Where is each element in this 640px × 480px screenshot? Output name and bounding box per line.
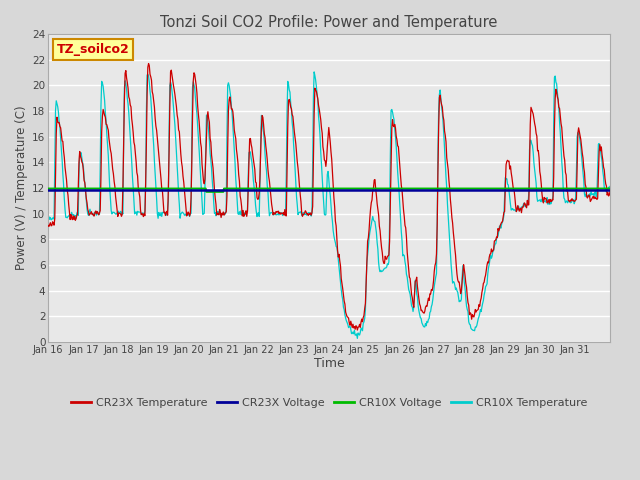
Title: Tonzi Soil CO2 Profile: Power and Temperature: Tonzi Soil CO2 Profile: Power and Temper… [161, 15, 498, 30]
Legend: CR23X Temperature, CR23X Voltage, CR10X Voltage, CR10X Temperature: CR23X Temperature, CR23X Voltage, CR10X … [67, 394, 592, 412]
Y-axis label: Power (V) / Temperature (C): Power (V) / Temperature (C) [15, 106, 28, 270]
X-axis label: Time: Time [314, 358, 344, 371]
Text: TZ_soilco2: TZ_soilco2 [56, 43, 129, 56]
